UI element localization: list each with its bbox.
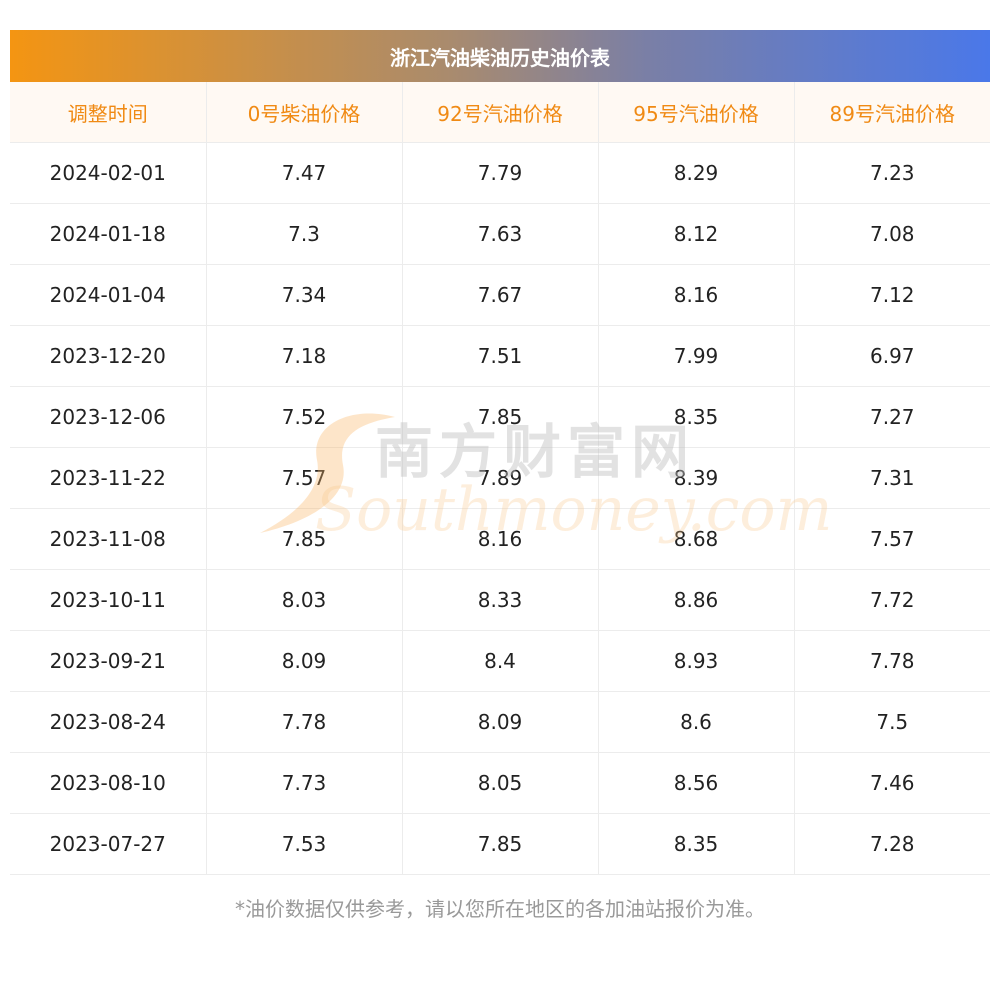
cell-gasoline-89: 6.97 bbox=[794, 325, 990, 387]
cell-gasoline-95: 8.93 bbox=[598, 630, 795, 692]
disclaimer-note: *油价数据仅供参考，请以您所在地区的各加油站报价为准。 bbox=[235, 897, 765, 921]
cell-gasoline-89: 7.28 bbox=[794, 813, 990, 875]
cell-date: 2023-12-06 bbox=[10, 386, 207, 448]
title-row: 浙江汽油柴油历史油价表 bbox=[10, 30, 990, 82]
cell-gasoline-95: 8.16 bbox=[598, 264, 795, 326]
table-row: 2023-11-22 7.57 7.89 8.39 7.31 bbox=[10, 447, 990, 509]
table-row: 2023-07-27 7.53 7.85 8.35 7.28 bbox=[10, 813, 990, 875]
cell-diesel-0: 7.18 bbox=[206, 325, 403, 387]
cell-gasoline-92: 7.89 bbox=[402, 447, 599, 509]
cell-diesel-0: 7.34 bbox=[206, 264, 403, 326]
header-gasoline-92: 92号汽油价格 bbox=[402, 82, 599, 143]
cell-date: 2023-12-20 bbox=[10, 325, 207, 387]
table-row: 2023-12-20 7.18 7.51 7.99 6.97 bbox=[10, 325, 990, 387]
header-diesel-0: 0号柴油价格 bbox=[206, 82, 403, 143]
cell-gasoline-92: 8.05 bbox=[402, 752, 599, 814]
cell-diesel-0: 7.53 bbox=[206, 813, 403, 875]
cell-gasoline-95: 8.35 bbox=[598, 386, 795, 448]
cell-gasoline-89: 7.78 bbox=[794, 630, 990, 692]
cell-gasoline-89: 7.08 bbox=[794, 203, 990, 265]
header-gasoline-95: 95号汽油价格 bbox=[598, 82, 795, 143]
cell-diesel-0: 7.52 bbox=[206, 386, 403, 448]
cell-diesel-0: 7.3 bbox=[206, 203, 403, 265]
cell-gasoline-95: 8.35 bbox=[598, 813, 795, 875]
oil-price-table: 浙江汽油柴油历史油价表 调整时间 0号柴油价格 92号汽油价格 95号汽油价格 … bbox=[10, 30, 990, 875]
cell-gasoline-92: 8.33 bbox=[402, 569, 599, 631]
cell-date: 2024-01-18 bbox=[10, 203, 207, 265]
cell-date: 2023-07-27 bbox=[10, 813, 207, 875]
cell-gasoline-89: 7.27 bbox=[794, 386, 990, 448]
header-gasoline-89: 89号汽油价格 bbox=[794, 82, 990, 143]
cell-diesel-0: 8.09 bbox=[206, 630, 403, 692]
cell-gasoline-92: 8.16 bbox=[402, 508, 599, 570]
cell-gasoline-92: 7.51 bbox=[402, 325, 599, 387]
cell-gasoline-92: 7.85 bbox=[402, 386, 599, 448]
cell-gasoline-95: 8.12 bbox=[598, 203, 795, 265]
cell-diesel-0: 7.57 bbox=[206, 447, 403, 509]
cell-gasoline-89: 7.46 bbox=[794, 752, 990, 814]
table-title: 浙江汽油柴油历史油价表 bbox=[10, 30, 990, 82]
cell-gasoline-89: 7.31 bbox=[794, 447, 990, 509]
cell-gasoline-92: 8.4 bbox=[402, 630, 599, 692]
cell-diesel-0: 8.03 bbox=[206, 569, 403, 631]
table-row: 2024-01-04 7.34 7.67 8.16 7.12 bbox=[10, 264, 990, 326]
cell-gasoline-89: 7.23 bbox=[794, 142, 990, 204]
cell-date: 2024-01-04 bbox=[10, 264, 207, 326]
table-row: 2024-02-01 7.47 7.79 8.29 7.23 bbox=[10, 142, 990, 204]
cell-gasoline-89: 7.72 bbox=[794, 569, 990, 631]
cell-gasoline-89: 7.5 bbox=[794, 691, 990, 753]
cell-gasoline-95: 8.68 bbox=[598, 508, 795, 570]
cell-gasoline-95: 8.56 bbox=[598, 752, 795, 814]
table-row: 2023-10-11 8.03 8.33 8.86 7.72 bbox=[10, 569, 990, 631]
cell-date: 2024-02-01 bbox=[10, 142, 207, 204]
cell-diesel-0: 7.78 bbox=[206, 691, 403, 753]
cell-gasoline-92: 8.09 bbox=[402, 691, 599, 753]
cell-date: 2023-11-08 bbox=[10, 508, 207, 570]
cell-date: 2023-10-11 bbox=[10, 569, 207, 631]
cell-date: 2023-09-21 bbox=[10, 630, 207, 692]
cell-gasoline-92: 7.67 bbox=[402, 264, 599, 326]
cell-diesel-0: 7.73 bbox=[206, 752, 403, 814]
table-row: 2023-12-06 7.52 7.85 8.35 7.27 bbox=[10, 386, 990, 448]
cell-gasoline-92: 7.79 bbox=[402, 142, 599, 204]
cell-gasoline-89: 7.57 bbox=[794, 508, 990, 570]
table-row: 2023-08-24 7.78 8.09 8.6 7.5 bbox=[10, 691, 990, 753]
cell-diesel-0: 7.47 bbox=[206, 142, 403, 204]
cell-gasoline-92: 7.85 bbox=[402, 813, 599, 875]
cell-gasoline-95: 7.99 bbox=[598, 325, 795, 387]
cell-gasoline-89: 7.12 bbox=[794, 264, 990, 326]
cell-gasoline-92: 7.63 bbox=[402, 203, 599, 265]
cell-gasoline-95: 8.39 bbox=[598, 447, 795, 509]
table-body: 2024-02-01 7.47 7.79 8.29 7.23 2024-01-1… bbox=[10, 142, 990, 875]
cell-gasoline-95: 8.86 bbox=[598, 569, 795, 631]
cell-date: 2023-11-22 bbox=[10, 447, 207, 509]
cell-date: 2023-08-24 bbox=[10, 691, 207, 753]
cell-diesel-0: 7.85 bbox=[206, 508, 403, 570]
table-row: 2024-01-18 7.3 7.63 8.12 7.08 bbox=[10, 203, 990, 265]
cell-gasoline-95: 8.29 bbox=[598, 142, 795, 204]
cell-date: 2023-08-10 bbox=[10, 752, 207, 814]
table-row: 2023-09-21 8.09 8.4 8.93 7.78 bbox=[10, 630, 990, 692]
cell-gasoline-95: 8.6 bbox=[598, 691, 795, 753]
table-row: 2023-08-10 7.73 8.05 8.56 7.46 bbox=[10, 752, 990, 814]
header-row: 调整时间 0号柴油价格 92号汽油价格 95号汽油价格 89号汽油价格 bbox=[10, 82, 990, 143]
header-date: 调整时间 bbox=[10, 82, 207, 143]
table-row: 2023-11-08 7.85 8.16 8.68 7.57 bbox=[10, 508, 990, 570]
